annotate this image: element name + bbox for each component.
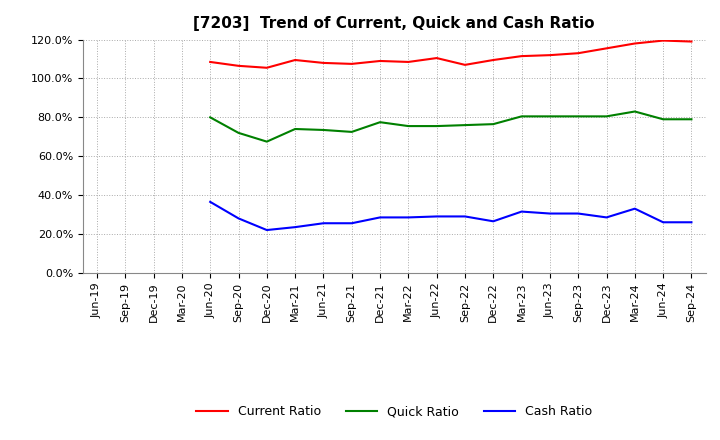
- Current Ratio: [348, 61, 356, 66]
- Current Ratio: [489, 57, 498, 62]
- Current Ratio: [659, 38, 667, 43]
- Quick Ratio: [291, 126, 300, 132]
- Current Ratio: [517, 54, 526, 59]
- Cash Ratio: [432, 214, 441, 219]
- Cash Ratio: [546, 211, 554, 216]
- Cash Ratio: [687, 220, 696, 225]
- Cash Ratio: [234, 216, 243, 221]
- Quick Ratio: [376, 120, 384, 125]
- Current Ratio: [432, 55, 441, 61]
- Cash Ratio: [404, 215, 413, 220]
- Cash Ratio: [517, 209, 526, 214]
- Quick Ratio: [631, 109, 639, 114]
- Current Ratio: [376, 59, 384, 64]
- Cash Ratio: [659, 220, 667, 225]
- Current Ratio: [319, 60, 328, 66]
- Cash Ratio: [489, 219, 498, 224]
- Current Ratio: [687, 39, 696, 44]
- Cash Ratio: [263, 227, 271, 233]
- Legend: Current Ratio, Quick Ratio, Cash Ratio: Current Ratio, Quick Ratio, Cash Ratio: [192, 400, 597, 423]
- Current Ratio: [461, 62, 469, 67]
- Quick Ratio: [517, 114, 526, 119]
- Current Ratio: [574, 51, 582, 56]
- Current Ratio: [631, 41, 639, 46]
- Quick Ratio: [574, 114, 582, 119]
- Current Ratio: [263, 65, 271, 70]
- Current Ratio: [291, 57, 300, 62]
- Quick Ratio: [206, 115, 215, 120]
- Cash Ratio: [291, 224, 300, 230]
- Title: [7203]  Trend of Current, Quick and Cash Ratio: [7203] Trend of Current, Quick and Cash …: [194, 16, 595, 32]
- Cash Ratio: [631, 206, 639, 211]
- Line: Cash Ratio: Cash Ratio: [210, 202, 691, 230]
- Quick Ratio: [432, 124, 441, 129]
- Quick Ratio: [687, 117, 696, 122]
- Quick Ratio: [602, 114, 611, 119]
- Line: Quick Ratio: Quick Ratio: [210, 111, 691, 142]
- Current Ratio: [546, 52, 554, 58]
- Quick Ratio: [319, 127, 328, 132]
- Quick Ratio: [659, 117, 667, 122]
- Cash Ratio: [319, 220, 328, 226]
- Current Ratio: [234, 63, 243, 69]
- Cash Ratio: [602, 215, 611, 220]
- Quick Ratio: [461, 122, 469, 128]
- Line: Current Ratio: Current Ratio: [210, 40, 691, 68]
- Current Ratio: [404, 59, 413, 65]
- Cash Ratio: [348, 220, 356, 226]
- Current Ratio: [602, 46, 611, 51]
- Quick Ratio: [234, 130, 243, 136]
- Quick Ratio: [546, 114, 554, 119]
- Cash Ratio: [376, 215, 384, 220]
- Cash Ratio: [574, 211, 582, 216]
- Quick Ratio: [404, 124, 413, 129]
- Quick Ratio: [489, 121, 498, 127]
- Quick Ratio: [263, 139, 271, 144]
- Quick Ratio: [348, 129, 356, 135]
- Cash Ratio: [461, 214, 469, 219]
- Current Ratio: [206, 59, 215, 65]
- Cash Ratio: [206, 199, 215, 205]
